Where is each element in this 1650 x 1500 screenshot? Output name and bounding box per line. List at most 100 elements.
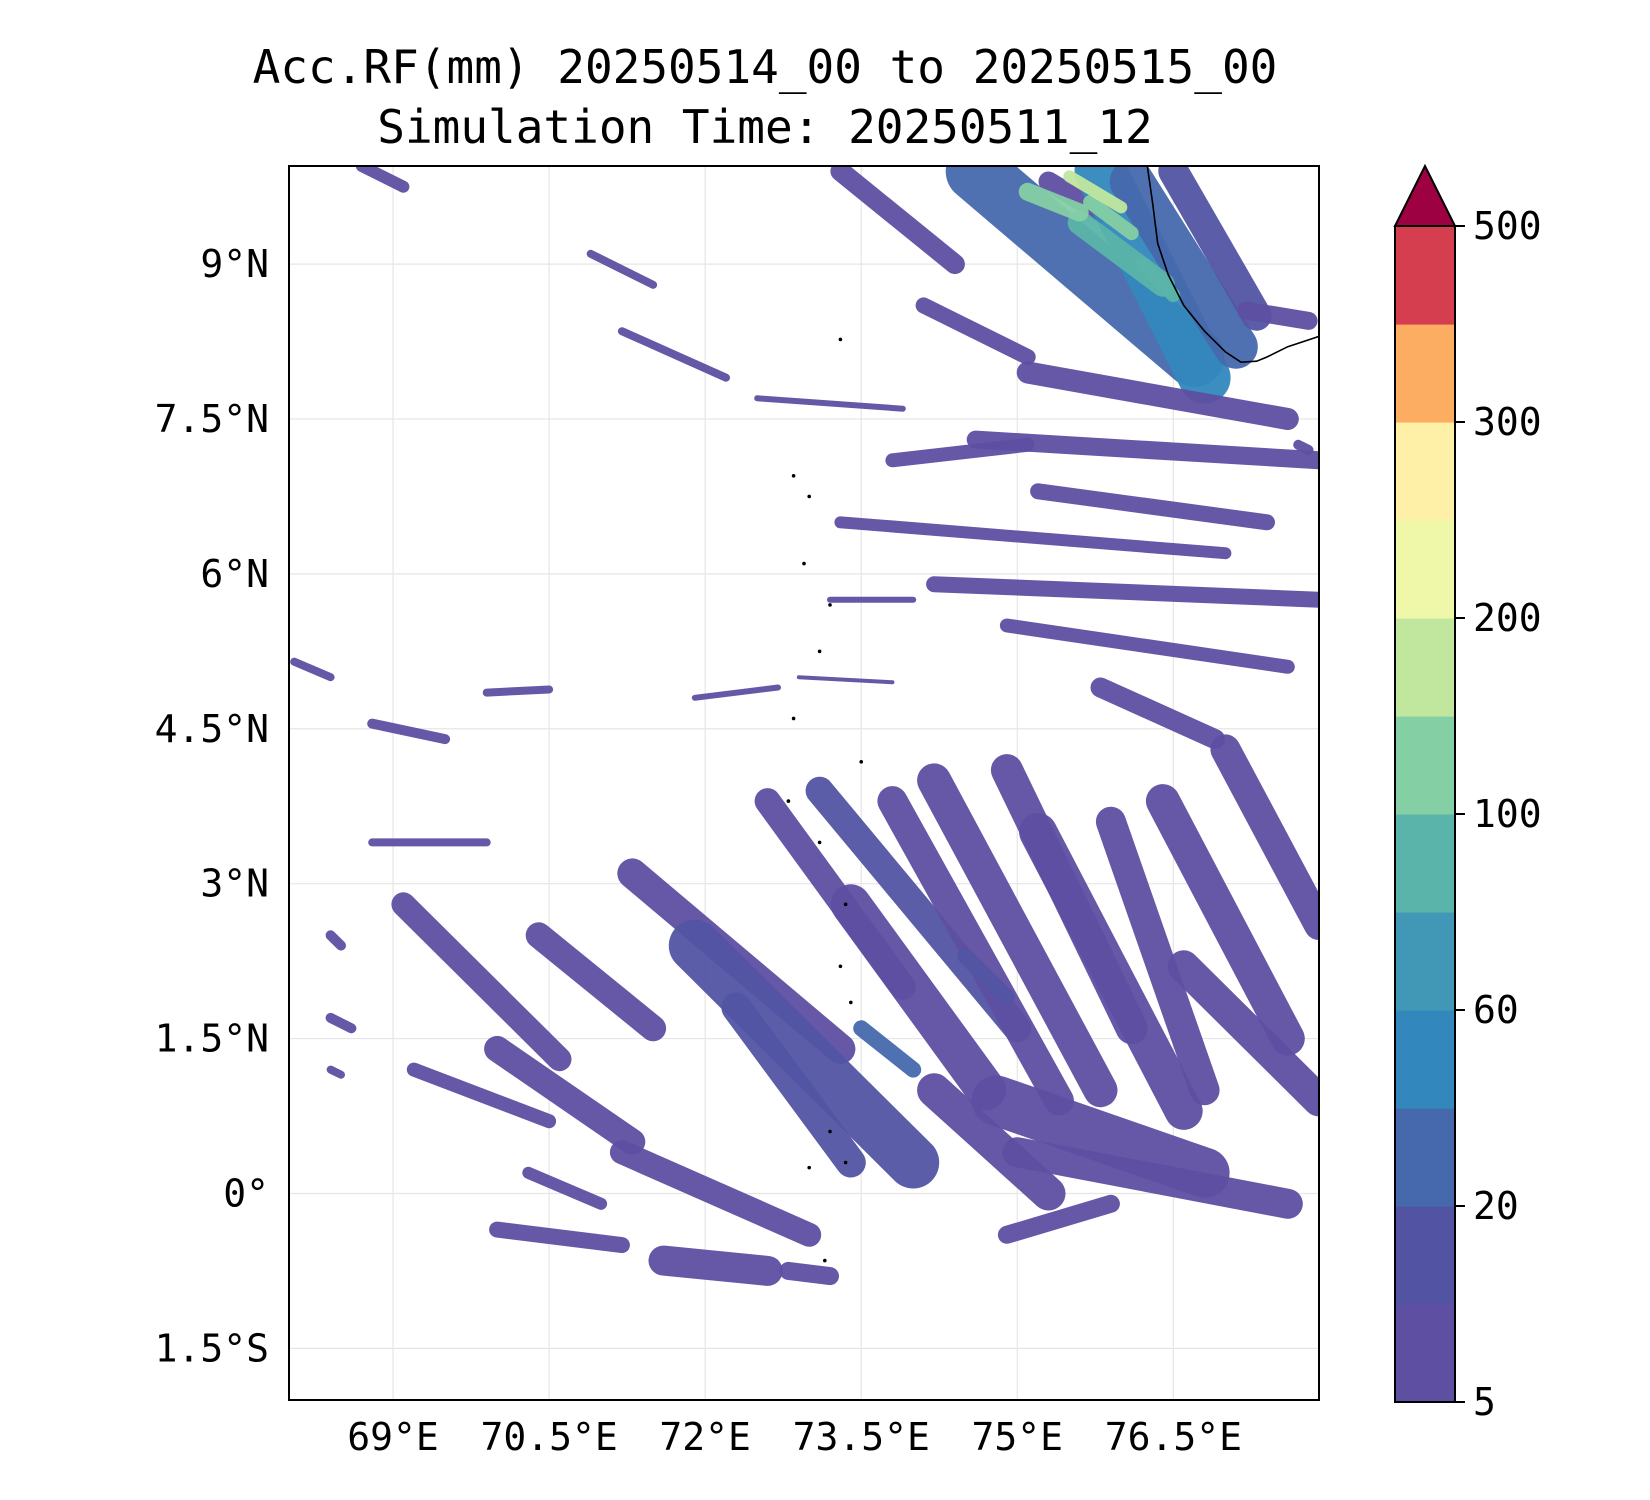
- colorbar: 5 20 60 100 200 300 500: [1393, 163, 1542, 1424]
- island-dot: [859, 760, 864, 764]
- colorbar-extend-arrow: [1393, 163, 1457, 227]
- island-dot: [838, 337, 843, 342]
- colorbar-segment: [1395, 716, 1455, 815]
- island-dot: [786, 799, 791, 803]
- lat-tick-label: 4.5°N: [155, 707, 269, 751]
- lat-tick-label: 7.5°N: [155, 397, 269, 441]
- latitude-axis: 9°N 7.5°N 6°N 4.5°N 3°N 1.5°N 0° 1.5°S: [155, 242, 269, 1370]
- colorbar-segment: [1395, 226, 1455, 325]
- colorbar-segment: [1395, 912, 1455, 1011]
- rain-band: [779, 1261, 839, 1286]
- colorbar-tick-label: 20: [1473, 1184, 1519, 1228]
- colorbar-segment: [1395, 1108, 1455, 1207]
- rain-band: [1109, 166, 1258, 369]
- rain-band: [1002, 1137, 1303, 1219]
- island-dot: [807, 494, 812, 499]
- rain-band: [406, 1062, 557, 1129]
- rain-band: [1167, 950, 1319, 1117]
- colorbar-segment: [1395, 814, 1455, 913]
- colorbar-tick-label: 200: [1473, 596, 1542, 640]
- island-dot: [823, 1258, 827, 1263]
- lon-tick-label: 69°E: [347, 1415, 439, 1459]
- rain-band: [830, 166, 965, 275]
- colorbar-segment: [1395, 520, 1455, 619]
- colorbar-segment: [1395, 1010, 1455, 1109]
- rain-band: [926, 576, 1319, 608]
- rain-band: [997, 1194, 1120, 1244]
- rain-band: [1030, 483, 1275, 531]
- rain-band: [525, 922, 667, 1042]
- rain-band: [957, 948, 1015, 1006]
- rain-band: [1019, 813, 1203, 1130]
- lat-tick-label: 6°N: [200, 552, 269, 596]
- rain-band: [796, 675, 895, 685]
- lat-tick-label: 3°N: [200, 862, 269, 906]
- island-dot: [828, 1129, 832, 1134]
- colorbar-tick-label: 60: [1473, 988, 1519, 1032]
- rain-band: [325, 930, 346, 951]
- colorbar-segment: [1395, 1206, 1455, 1305]
- colorbar-tick-label: 300: [1473, 400, 1542, 444]
- colorbar-tick-label: 500: [1473, 204, 1542, 248]
- island-dot: [802, 561, 806, 566]
- colorbar-segment: [1395, 618, 1455, 717]
- rain-band: [1210, 734, 1319, 940]
- rain-band: [999, 618, 1295, 674]
- rain-band: [355, 166, 410, 193]
- lat-tick-label: 9°N: [200, 242, 269, 286]
- rain-band: [917, 763, 1118, 1108]
- lat-tick-label: 1.5°N: [155, 1017, 269, 1061]
- rain-band: [877, 786, 1074, 1116]
- lon-tick-label: 75°E: [972, 1415, 1064, 1459]
- rainfall-field: [290, 166, 1319, 1286]
- rain-band: [609, 1140, 822, 1247]
- rain-band: [915, 297, 1036, 365]
- rain-band: [484, 1035, 646, 1155]
- island-dot: [791, 473, 796, 478]
- rain-band: [1095, 806, 1220, 1106]
- rain-band: [586, 249, 658, 289]
- colorbar-segment: [1395, 324, 1455, 423]
- rain-band: [1063, 170, 1128, 214]
- island-dot: [843, 1160, 848, 1165]
- rain-band: [617, 327, 730, 382]
- rain-band: [489, 1221, 630, 1254]
- rain-band: [391, 892, 572, 1072]
- colorbar-tick-label: 5: [1473, 1380, 1496, 1424]
- lat-tick-label: 0°: [223, 1171, 269, 1215]
- rain-band: [754, 788, 916, 1000]
- island-dot: [807, 1165, 812, 1170]
- rain-band: [1158, 166, 1272, 331]
- rain-band: [691, 684, 781, 701]
- rain-band: [721, 992, 866, 1178]
- colorbar-segment: [1395, 422, 1455, 521]
- rain-band: [834, 516, 1232, 560]
- lat-tick-label: 1.5°S: [155, 1326, 269, 1370]
- india-coastline: [1146, 166, 1319, 364]
- rain-band: [367, 718, 451, 745]
- rain-band: [917, 1073, 1066, 1211]
- rain-band: [1018, 182, 1089, 222]
- lon-tick-label: 76.5°E: [1105, 1415, 1242, 1459]
- rain-band: [1293, 439, 1314, 455]
- island-dot: [849, 1000, 853, 1005]
- island-dot: [843, 902, 848, 907]
- map-title-line2: Simulation Time: 20250511_12: [377, 100, 1153, 154]
- rain-band: [668, 919, 940, 1189]
- rain-band: [1083, 195, 1139, 241]
- rain-band: [853, 1020, 922, 1078]
- lon-tick-label: 72°E: [659, 1415, 751, 1459]
- colorbar-segment: [1395, 1304, 1455, 1403]
- coastline-layer: [786, 166, 1319, 1263]
- rain-band: [1090, 677, 1225, 750]
- map-background: [289, 166, 1319, 1400]
- rain-band: [290, 657, 335, 682]
- rain-band: [1135, 257, 1181, 303]
- rain-band: [326, 1065, 345, 1079]
- lon-tick-label: 73.5°E: [793, 1415, 930, 1459]
- lon-tick-label: 70.5°E: [480, 1415, 617, 1459]
- rain-band: [971, 1075, 1230, 1198]
- map-title-line1: Acc.RF(mm) 20250514_00 to 20250515_00: [252, 40, 1278, 94]
- rain-band: [1237, 301, 1318, 330]
